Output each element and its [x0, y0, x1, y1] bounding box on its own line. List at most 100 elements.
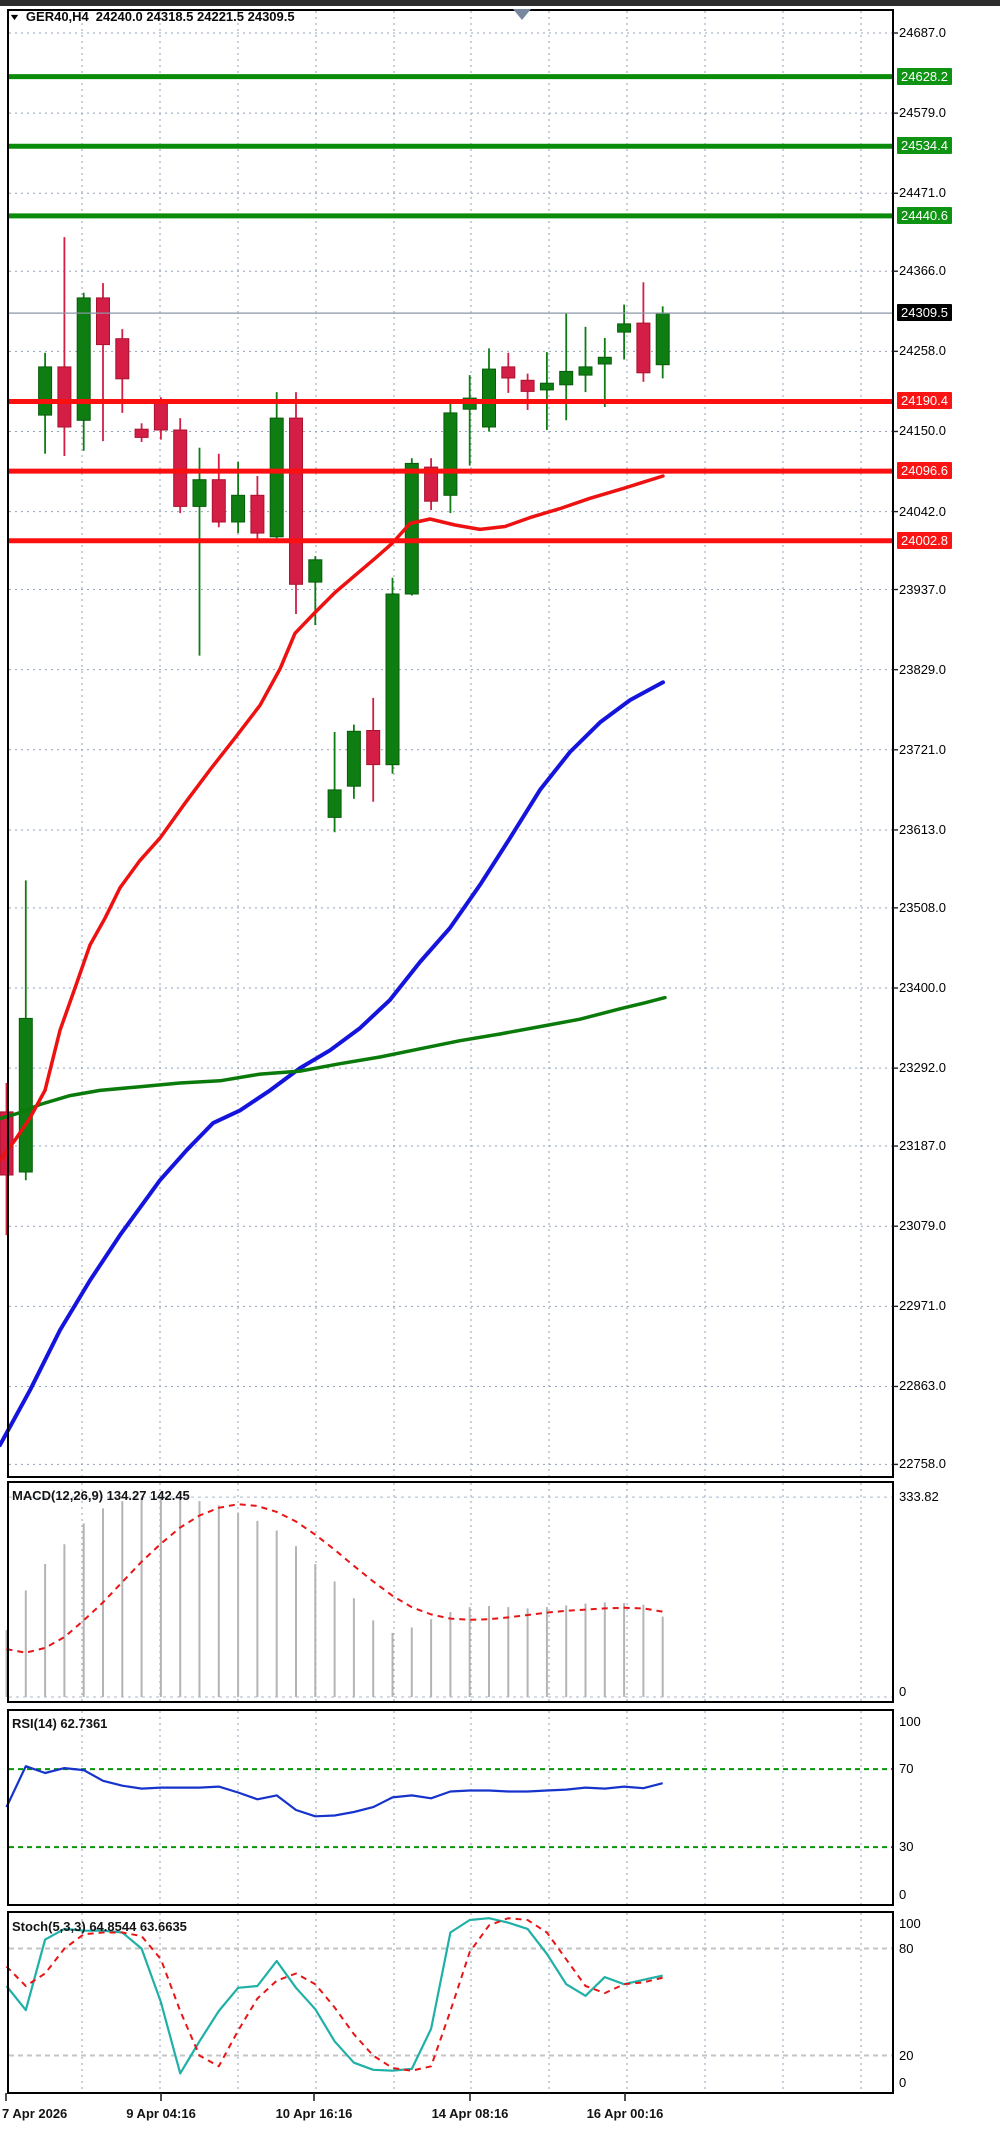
support-price-badge: 24002.8 — [897, 531, 952, 549]
candlestick — [153, 401, 168, 431]
candlestick — [385, 593, 400, 766]
price-axis-label: 22971.0 — [899, 1298, 946, 1314]
price-axis-label: 23721.0 — [899, 741, 946, 757]
stoch-indicator-label: Stoch(5,3,3) 64.8544 63.6635 — [12, 1919, 187, 1934]
time-axis-label: 10 Apr 16:16 — [275, 2106, 353, 2121]
candlestick — [539, 382, 554, 391]
time-axis-label: 14 Apr 08:16 — [431, 2106, 509, 2121]
price-axis-label: 23079.0 — [899, 1218, 946, 1234]
price-axis-label: 23508.0 — [899, 899, 946, 915]
stoch-pane-border — [7, 1911, 894, 2094]
price-axis-label: 23937.0 — [899, 581, 946, 597]
macd-name: MACD(12,26,9) — [12, 1488, 104, 1503]
candlestick — [655, 312, 670, 366]
symbol-dropdown-icon[interactable]: ▼ — [8, 11, 21, 22]
candlestick — [231, 494, 246, 523]
price-axis-label: 24150.0 — [899, 423, 946, 439]
candlestick — [192, 479, 207, 507]
chart-title: ▼ GER40,H4 24240.0 24318.5 24221.5 24309… — [8, 9, 295, 24]
candlestick — [501, 366, 516, 379]
candlestick — [96, 297, 110, 346]
rsi-line — [5, 1765, 663, 1818]
chart-marker-triangle-icon — [513, 9, 531, 20]
price-axis-label: 24471.0 — [899, 185, 946, 201]
macd-axis-label: 0 — [899, 1684, 907, 1699]
candlestick — [173, 429, 188, 507]
candlestick — [578, 366, 593, 376]
main-pane-border — [7, 9, 894, 1478]
price-axis-label: 23187.0 — [899, 1138, 946, 1154]
rsi-axis-label: 100 — [899, 1714, 921, 1729]
stoch-values: 64.8544 63.6635 — [89, 1919, 187, 1934]
macd-histogram — [5, 1496, 664, 1698]
candlestick — [482, 368, 496, 428]
price-axis-label: 22863.0 — [899, 1378, 946, 1394]
candlestick — [559, 370, 574, 386]
stoch-axis-label: 20 — [899, 2047, 914, 2063]
candlestick — [346, 730, 361, 787]
candlestick — [211, 479, 226, 523]
current-price-badge: 24309.5 — [897, 304, 952, 322]
macd-pane-border — [7, 1481, 894, 1703]
time-axis-label: 7 Apr 2026 — [2, 2106, 68, 2121]
candlestick — [327, 789, 342, 818]
candlestick — [443, 412, 458, 496]
candlestick — [76, 297, 91, 421]
candlestick — [308, 559, 323, 583]
candlestick — [520, 379, 535, 392]
stoch-axis-label: 100 — [899, 1916, 921, 1931]
price-axis-label: 23613.0 — [899, 821, 946, 837]
rsi-axis-label: 0 — [899, 1887, 907, 1902]
candlestick — [115, 338, 130, 380]
price-axis-label: 24042.0 — [899, 503, 946, 519]
stoch-axis-label: 0 — [899, 2075, 907, 2090]
window-top-strip — [0, 0, 1000, 6]
resistance-price-badge: 24440.6 — [897, 206, 952, 224]
price-axis-label: 24687.0 — [899, 25, 946, 40]
resistance-price-badge: 24628.2 — [897, 67, 952, 85]
rsi-values: 62.7361 — [60, 1716, 108, 1731]
price-axis-label: 22758.0 — [899, 1456, 946, 1472]
support-price-badge: 24096.6 — [897, 462, 952, 480]
time-axis-label: 16 Apr 00:16 — [586, 2106, 664, 2121]
price-axis-label: 23829.0 — [899, 661, 946, 677]
stoch-k-line — [5, 1917, 663, 2075]
main-pane-bg — [8, 10, 893, 1477]
rsi-name: RSI(14) — [12, 1716, 57, 1731]
stoch-name: Stoch(5,3,3) — [12, 1919, 86, 1934]
support-price-badge: 24190.4 — [897, 392, 952, 410]
ma-fast-red-line — [0, 474, 665, 1162]
price-axis-label: 24258.0 — [899, 343, 946, 359]
ma-slow-blue-line — [0, 680, 665, 1448]
rsi-axis-label: 30 — [899, 1839, 914, 1855]
price-axis-label: 23292.0 — [899, 1060, 946, 1076]
chart-title-ohlc: 24240.0 24318.5 24221.5 24309.5 — [95, 9, 295, 24]
candlestick — [38, 366, 53, 416]
candlestick — [18, 1017, 33, 1173]
price-axis-label: 24579.0 — [899, 105, 946, 121]
candlestick — [289, 417, 303, 585]
rsi-indicator-label: RSI(14) 62.7361 — [12, 1716, 107, 1731]
price-axis-label: 24366.0 — [899, 263, 946, 279]
stoch-axis-label: 80 — [899, 1940, 914, 1956]
macd-values: 134.27 142.45 — [106, 1488, 190, 1503]
candlestick — [597, 356, 612, 365]
rsi-pane-border — [7, 1709, 894, 1906]
ma-long-green-line — [0, 995, 667, 1121]
time-axis-label: 9 Apr 04:16 — [126, 2106, 196, 2121]
candlestick — [269, 417, 284, 538]
macd-axis-label: 333.82 — [899, 1489, 939, 1505]
rsi-pane-bg — [8, 1710, 893, 1905]
candlestick — [57, 366, 72, 428]
candlestick — [424, 466, 439, 502]
candlestick — [134, 428, 149, 438]
price-axis-label: 23400.0 — [899, 980, 946, 995]
stoch-d-line — [5, 1917, 663, 2072]
candlestick — [250, 494, 265, 534]
candlestick — [636, 322, 651, 374]
candlestick — [617, 323, 632, 333]
rsi-axis-label: 70 — [899, 1761, 914, 1777]
resistance-price-badge: 24534.4 — [897, 137, 952, 155]
